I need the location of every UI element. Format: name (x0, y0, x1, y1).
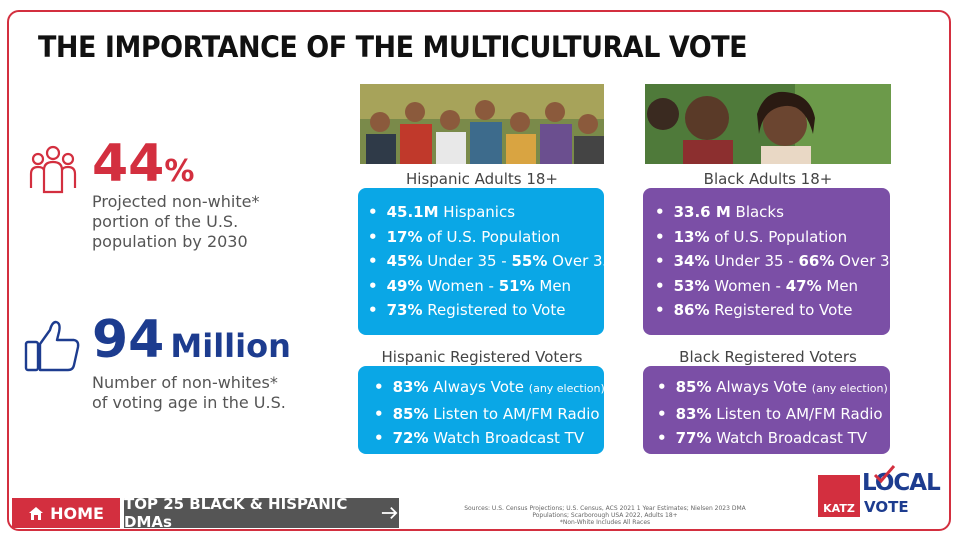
black-adults-card: 33.6 M Blacks 13% of U.S. Population 34%… (643, 188, 900, 335)
list-item: 72% Watch Broadcast TV (374, 426, 604, 451)
sources-line: Sources: U.S. Census Projections; U.S. C… (464, 505, 746, 512)
list-item: 13% of U.S. Population (655, 225, 890, 250)
black-voters-card: 85% Always Vote (any election) 83% Liste… (643, 366, 890, 454)
list-item: 83% Always Vote (any election) (374, 375, 605, 402)
katz-logo-text: KATZ (823, 502, 855, 515)
top-25-dmas-button[interactable]: TOP 25 BLACK & HISPANIC DMAs (124, 495, 399, 531)
hispanic-adults-photo (360, 84, 604, 164)
home-button[interactable]: HOME (12, 498, 120, 528)
people-group-icon (29, 145, 77, 194)
hispanic-voters-card: 83% Always Vote (any election) 85% Liste… (358, 366, 605, 454)
stat2-desc-line: of voting age in the U.S. (92, 393, 286, 412)
black-adults-photo (645, 84, 891, 164)
sources-note: Sources: U.S. Census Projections; U.S. C… (440, 505, 770, 526)
stat1-desc-line: population by 2030 (92, 232, 248, 251)
checkmark-icon (873, 465, 896, 484)
stat2-description: Number of non-whites* of voting age in t… (92, 373, 286, 413)
stat1-number: 44 (92, 134, 165, 194)
list-item: 34% Under 35 - 66% Over 35 (655, 249, 900, 274)
katz-logo-box: KATZ (818, 475, 860, 517)
list-item: 17% of U.S. Population (368, 225, 604, 250)
home-icon (29, 506, 44, 520)
list-item: 83% Listen to AM/FM Radio (657, 402, 890, 427)
stat2-number: 94 (92, 310, 165, 370)
stat1-desc-line: portion of the U.S. (92, 212, 239, 231)
thumbs-up-icon (24, 320, 80, 372)
stat2-value: 94 Million (92, 310, 291, 370)
home-button-label: HOME (50, 503, 104, 523)
slide-frame (7, 10, 951, 531)
stat1-description: Projected non-white* portion of the U.S.… (92, 192, 259, 252)
stat1-desc-line: Projected non-white* (92, 192, 260, 211)
list-item: 53% Women - 47% Men (655, 274, 890, 299)
stat1-unit: % (164, 154, 195, 189)
list-item: 86% Registered to Vote (655, 298, 890, 323)
stat1-value: 44% (92, 134, 194, 194)
sources-line: *Non-White Includes All Races (559, 519, 651, 526)
stat2-unit: Million (170, 327, 291, 365)
sources-line: Populations; Scarborough USA 2022, Adult… (532, 512, 678, 519)
list-item: 33.6 M Blacks (655, 200, 890, 225)
hispanic-adults-title: Hispanic Adults 18+ (406, 170, 558, 188)
hispanic-adults-card: 45.1M Hispanics 17% of U.S. Population 4… (358, 188, 613, 335)
hispanic-voters-title: Hispanic Registered Voters (381, 348, 583, 366)
arrow-right-icon (382, 507, 398, 519)
local-logo-text: LOCAL (862, 470, 941, 496)
stat2-desc-line: Number of non-whites* (92, 373, 278, 392)
list-item: 85% Always Vote (any election) (657, 375, 890, 402)
vote-logo-text: VOTE (864, 498, 909, 516)
black-voters-title: Black Registered Voters (679, 348, 857, 366)
list-item: 45% Under 35 - 55% Over 35 (368, 249, 613, 274)
katz-local-vote-logo: KATZ LOCAL VOTE (816, 464, 942, 520)
black-adults-title: Black Adults 18+ (703, 170, 833, 188)
list-item: 77% Watch Broadcast TV (657, 426, 890, 451)
list-item: 85% Listen to AM/FM Radio (374, 402, 604, 427)
top-25-dmas-label: TOP 25 BLACK & HISPANIC DMAs (124, 495, 348, 531)
page-title: THE IMPORTANCE OF THE MULTICULTURAL VOTE (38, 30, 748, 64)
list-item: 73% Registered to Vote (368, 298, 604, 323)
list-item: 45.1M Hispanics (368, 200, 604, 225)
list-item: 49% Women - 51% Men (368, 274, 604, 299)
